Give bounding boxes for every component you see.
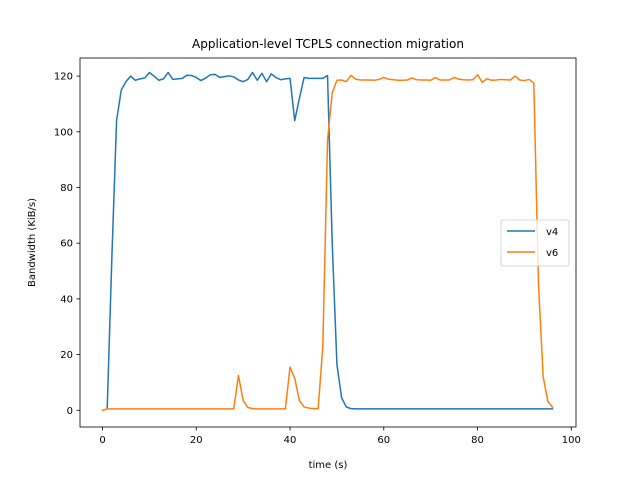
x-tick-label: 100 [562,435,581,446]
y-tick-label: 40 [60,294,73,305]
y-tick-label: 80 [60,183,73,194]
y-tick-label: 120 [54,72,73,83]
x-axis-ticks: 0 20 40 60 80 100 [99,427,581,446]
series-line-v4 [106,71,554,410]
y-tick-label: 60 [60,239,73,250]
x-axis-label: time (s) [309,460,348,471]
chart-title: Application-level TCPLS connection migra… [192,37,464,51]
legend-label-v6: v6 [546,248,558,259]
y-tick-label: 20 [60,350,73,361]
y-tick-label: 0 [67,406,73,417]
legend: v4 v6 [500,219,570,267]
x-tick-label: 0 [99,435,105,446]
series-line-v6 [101,73,554,412]
x-tick-label: 20 [190,435,203,446]
y-tick-label: 100 [54,127,73,138]
y-axis-label: Bandwidth (KiB/s) [27,198,38,287]
legend-box [500,219,570,267]
y-axis-ticks: 0 20 40 60 80 100 120 [54,72,80,417]
plot-lines [101,71,554,412]
plot-frame [79,57,577,428]
x-tick-label: 60 [377,435,390,446]
x-tick-label: 40 [284,435,297,446]
legend-label-v4: v4 [546,227,558,238]
x-tick-label: 80 [471,435,484,446]
